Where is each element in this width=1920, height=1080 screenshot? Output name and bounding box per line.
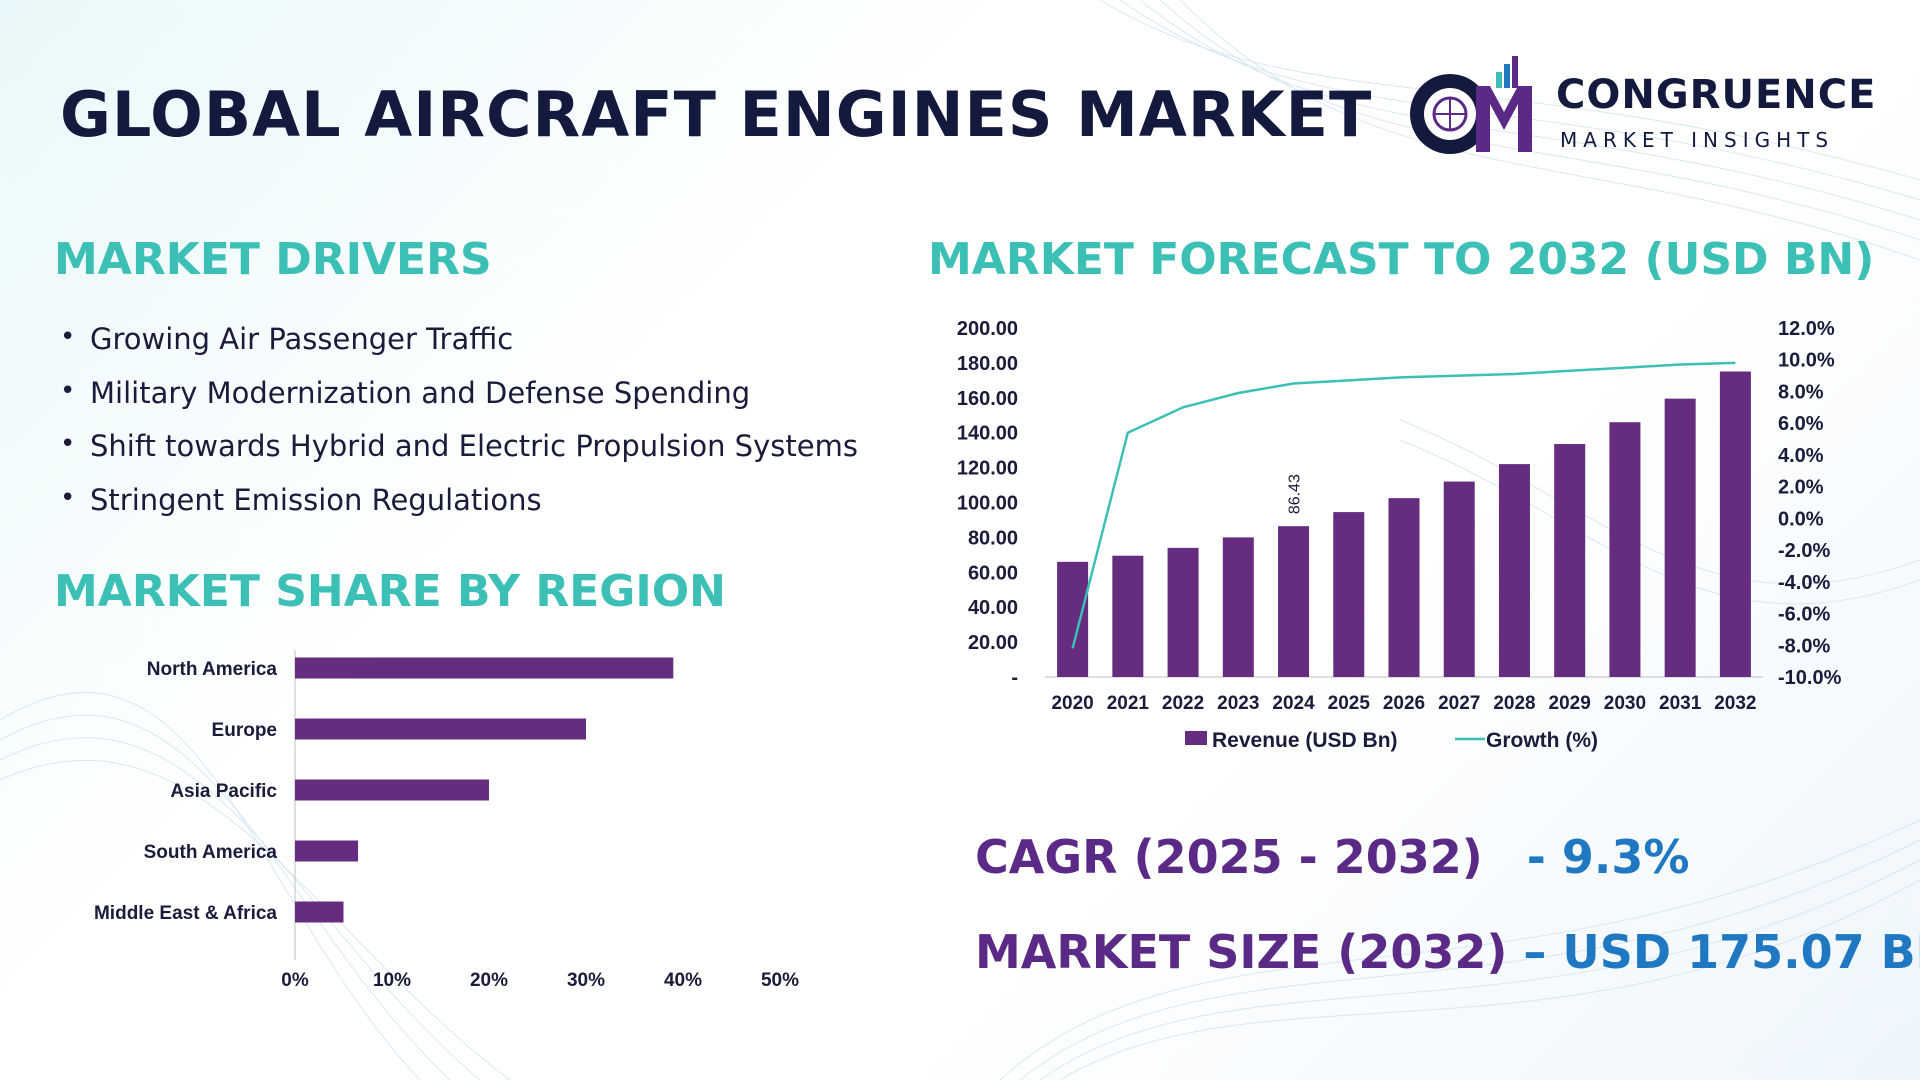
x-tick-label: 0%	[281, 970, 309, 991]
y-tick-label: 140.00	[957, 423, 1018, 445]
y-tick-label: 200.00	[957, 318, 1018, 340]
logo-mark-icon	[1410, 56, 1532, 154]
x-tick-label: 2030	[1604, 693, 1646, 714]
y2-tick-label: 2.0%	[1778, 477, 1824, 499]
market-drivers-heading: MARKET DRIVERS	[54, 234, 492, 285]
logo-name: CONGRUENCE	[1556, 72, 1877, 118]
bar	[1167, 547, 1199, 677]
category-label: Asia Pacific	[170, 781, 277, 802]
x-tick-label: 2027	[1438, 693, 1480, 714]
market-forecast-chart: - 20.00 40.00 60.00 80.00 100.00 120.00 140.00 1…	[957, 318, 1842, 752]
category-label: Europe	[212, 720, 277, 741]
x-tick-label: 2028	[1493, 693, 1535, 714]
cagr-label: CAGR (2025 - 2032)	[975, 830, 1483, 884]
logo-tagline: MARKET INSIGHTS	[1560, 128, 1835, 152]
x-tick-label: 10%	[373, 970, 411, 991]
y2-tick-label: -6.0%	[1778, 604, 1830, 626]
bar	[295, 779, 489, 801]
bar	[1112, 555, 1144, 677]
bar	[295, 718, 586, 740]
list-item: Stringent Emission Regulations	[60, 483, 858, 537]
bar	[1222, 537, 1254, 677]
bar	[1719, 371, 1751, 677]
growth-line	[1071, 361, 1736, 649]
x-tick-label: 30%	[567, 970, 605, 991]
cagr-kpi: CAGR (2025 - 2032) - 9.3%	[975, 830, 1689, 884]
y2-tick-label: 4.0%	[1778, 445, 1824, 467]
category-label: South America	[144, 842, 278, 863]
x-tick-label: 2023	[1217, 693, 1259, 714]
x-tick-label: 2024	[1272, 693, 1315, 714]
x-tick-label: 2029	[1549, 693, 1591, 714]
y2-tick-label: 12.0%	[1778, 318, 1835, 340]
page-title: GLOBAL AIRCRAFT ENGINES MARKET	[60, 78, 1373, 151]
x-tick-label: 2022	[1162, 693, 1204, 714]
x-tick-label: 40%	[664, 970, 702, 991]
y-tick-label: 100.00	[957, 493, 1018, 515]
company-logo: CONGRUENCE MARKET INSIGHTS	[1400, 52, 1880, 162]
y-tick-label: -	[1011, 667, 1018, 689]
bar	[1388, 498, 1420, 677]
x-tick-label: 2031	[1659, 693, 1702, 714]
list-item: Growing Air Passenger Traffic	[60, 322, 858, 376]
legend-swatch-revenue	[1185, 731, 1207, 745]
market-size-kpi: MARKET SIZE (2032) – USD 175.07 BN	[975, 925, 1920, 979]
list-item: Shift towards Hybrid and Electric Propul…	[60, 429, 858, 483]
y-tick-label: 160.00	[957, 388, 1018, 410]
forecast-heading: MARKET FORECAST TO 2032 (USD BN)	[928, 234, 1875, 285]
bar	[295, 901, 344, 923]
legend: Revenue (USD Bn) Growth (%)	[1185, 729, 1598, 752]
list-item: Military Modernization and Defense Spend…	[60, 376, 858, 430]
region-share-chart: North America Europe Asia Pacific South Ame…	[94, 650, 799, 991]
y2-tick-label: -10.0%	[1778, 667, 1842, 689]
x-tick-label: 50%	[761, 970, 799, 991]
x-tick-label: 2026	[1383, 693, 1425, 714]
bar	[1057, 561, 1089, 677]
y-tick-label: 40.00	[968, 597, 1018, 619]
bar	[1554, 444, 1586, 677]
bar	[1609, 422, 1641, 677]
x-tick-label: 2020	[1051, 693, 1093, 714]
data-label: 86.43	[1287, 474, 1304, 514]
bar	[1278, 526, 1310, 677]
legend-label-revenue: Revenue (USD Bn)	[1212, 729, 1398, 752]
category-label: North America	[147, 659, 278, 680]
bar	[1333, 512, 1365, 677]
y2-tick-label: 8.0%	[1778, 381, 1824, 403]
y-tick-label: 80.00	[968, 527, 1018, 549]
y-tick-label: 180.00	[957, 353, 1018, 375]
bar	[295, 657, 674, 679]
y-tick-label: 60.00	[968, 562, 1018, 584]
y2-tick-label: -2.0%	[1778, 540, 1830, 562]
y2-tick-label: -4.0%	[1778, 572, 1830, 594]
y2-tick-label: 6.0%	[1778, 413, 1824, 435]
bar	[1498, 464, 1530, 677]
market-drivers-list: Growing Air Passenger Traffic Military M…	[60, 322, 858, 536]
bar	[1443, 481, 1475, 677]
category-label: Middle East & Africa	[94, 903, 277, 924]
y2-tick-label: 0.0%	[1778, 508, 1824, 530]
y-tick-label: 20.00	[968, 632, 1018, 654]
cagr-value: - 9.3%	[1526, 830, 1690, 884]
legend-label-growth: Growth (%)	[1486, 729, 1598, 752]
region-share-heading: MARKET SHARE BY REGION	[54, 566, 726, 617]
y2-tick-label: 10.0%	[1778, 350, 1835, 372]
market-size-label: MARKET SIZE (2032)	[975, 925, 1508, 979]
bar	[1664, 398, 1696, 677]
x-tick-label: 2032	[1714, 693, 1756, 714]
y-tick-label: 120.00	[957, 458, 1018, 480]
y2-tick-label: -8.0%	[1778, 635, 1830, 657]
market-size-value: – USD 175.07 BN	[1523, 925, 1920, 979]
x-tick-label: 2025	[1328, 693, 1371, 714]
x-tick-label: 2021	[1107, 693, 1150, 714]
bar	[295, 840, 359, 862]
x-tick-label: 20%	[470, 970, 508, 991]
